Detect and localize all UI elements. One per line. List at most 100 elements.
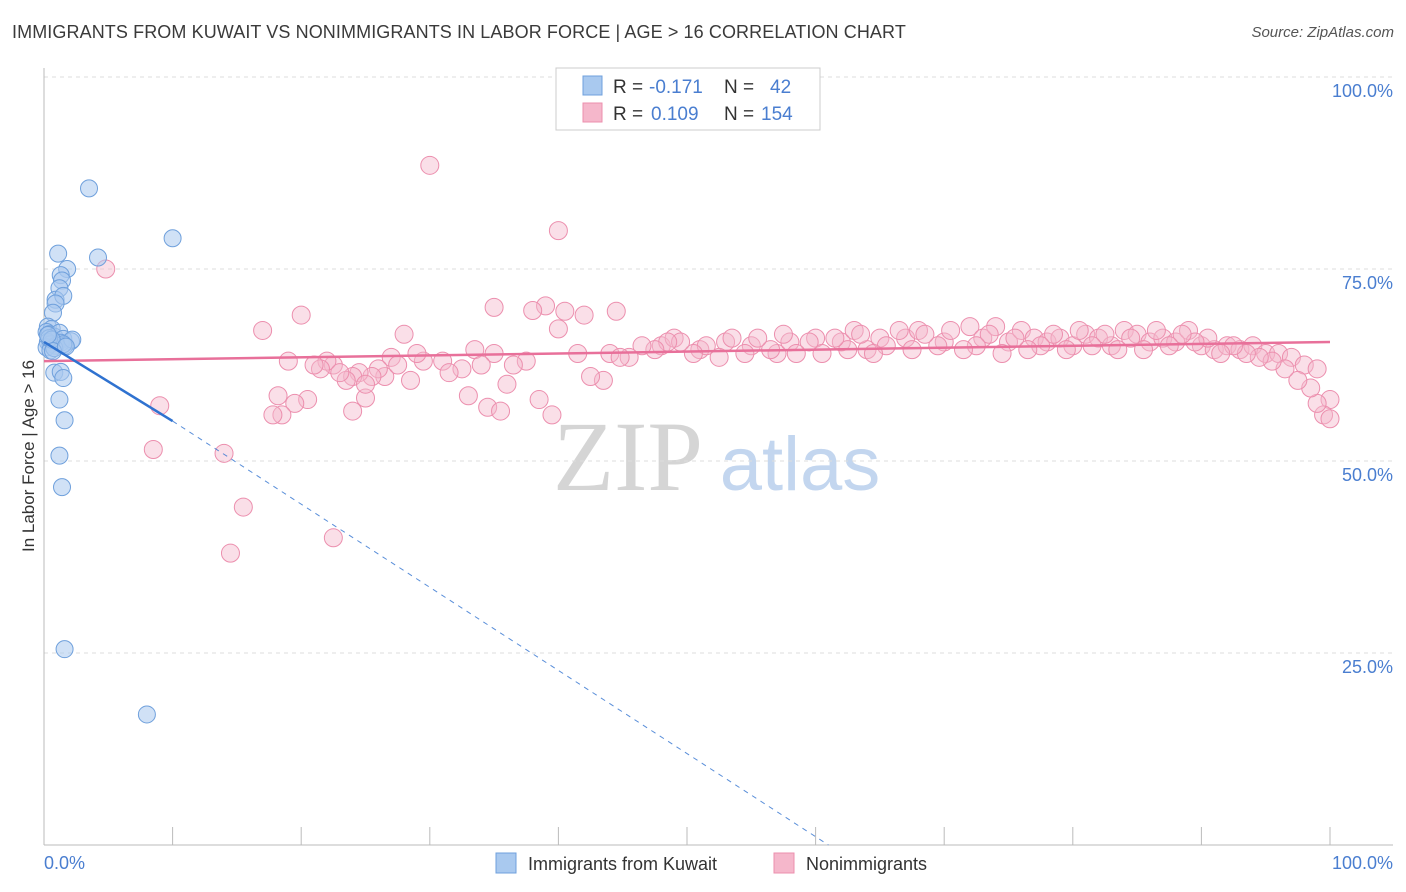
data-point-nonimmigrants <box>523 300 543 320</box>
data-point-nonimmigrants <box>709 347 729 367</box>
data-point-nonimmigrants <box>542 405 562 425</box>
data-point-nonimmigrants <box>323 528 343 548</box>
data-point-nonimmigrants <box>548 221 568 241</box>
data-point-nonimmigrants <box>1262 351 1282 371</box>
data-point-nonimmigrants <box>574 305 594 325</box>
data-point-kuwait <box>50 446 69 465</box>
data-point-nonimmigrants <box>581 367 601 387</box>
data-point-kuwait <box>50 390 69 409</box>
data-point-nonimmigrants <box>1005 328 1025 348</box>
data-point-nonimmigrants <box>401 370 421 390</box>
y-tick-label-100: 100.0% <box>1332 81 1393 101</box>
data-point-nonimmigrants <box>683 343 703 363</box>
data-point-nonimmigrants <box>220 543 240 563</box>
data-point-nonimmigrants <box>529 390 549 410</box>
data-point-nonimmigrants <box>439 363 459 383</box>
data-point-nonimmigrants <box>1140 332 1160 352</box>
data-point-nonimmigrants <box>851 324 871 344</box>
legend-n-value-2: 154 <box>761 104 793 125</box>
trend-line-nonimmigrants <box>43 340 1331 363</box>
y-tick-labels: 100.0% 75.0% 50.0% 25.0% <box>1332 81 1393 677</box>
legend-swatch-kuwait <box>582 75 603 96</box>
data-point-kuwait <box>53 478 72 497</box>
data-point-nonimmigrants <box>1320 409 1340 429</box>
data-point-nonimmigrants <box>433 351 453 371</box>
axes <box>43 68 1393 846</box>
data-point-nonimmigrants <box>610 347 630 367</box>
y-tick-label-50: 50.0% <box>1342 465 1393 485</box>
data-point-kuwait <box>49 244 68 263</box>
data-point-nonimmigrants <box>555 301 575 321</box>
data-point-nonimmigrants <box>503 355 523 375</box>
data-point-nonimmigrants <box>1056 340 1076 360</box>
data-point-nonimmigrants <box>953 340 973 360</box>
data-point-nonimmigrants <box>786 343 806 363</box>
legend-n-label-1: N = <box>724 77 754 98</box>
trend-lines <box>43 340 1331 846</box>
kuwait-points <box>37 179 182 724</box>
data-point-nonimmigrants <box>268 386 288 406</box>
data-point-nonimmigrants <box>986 317 1006 337</box>
data-point-nonimmigrants <box>491 401 511 421</box>
data-point-nonimmigrants <box>291 305 311 325</box>
data-point-nonimmigrants <box>343 401 363 421</box>
data-point-nonimmigrants <box>1146 320 1166 340</box>
data-point-nonimmigrants <box>471 355 491 375</box>
data-point-nonimmigrants <box>748 328 768 348</box>
bottom-legend-label-kuwait: Immigrants from Kuwait <box>528 854 717 874</box>
data-point-nonimmigrants <box>1153 328 1173 348</box>
data-point-nonimmigrants <box>979 324 999 344</box>
y-tick-label-75: 75.0% <box>1342 273 1393 293</box>
correlation-legend: R = -0.171 N = 42 R = 0.109 N = 154 <box>555 67 821 131</box>
data-point-nonimmigrants <box>902 340 922 360</box>
data-point-nonimmigrants <box>593 370 613 390</box>
legend-r-value-2: 0.109 <box>651 104 699 125</box>
legend-swatch-nonimmigrants <box>582 102 603 123</box>
data-point-nonimmigrants <box>452 359 472 379</box>
data-point-nonimmigrants <box>253 320 273 340</box>
legend-r-label-2: R = <box>613 104 643 125</box>
data-point-nonimmigrants <box>960 317 980 337</box>
data-point-kuwait <box>137 705 156 724</box>
data-point-nonimmigrants <box>388 355 408 375</box>
bottom-legend-swatch-nonimmigrants <box>773 852 795 874</box>
data-point-nonimmigrants <box>1159 336 1179 356</box>
legend-n-label-2: N = <box>724 104 754 125</box>
data-point-nonimmigrants <box>992 343 1012 363</box>
x-tick-label-left: 0.0% <box>44 853 85 873</box>
data-point-nonimmigrants <box>536 296 556 316</box>
legend-r-value-1: -0.171 <box>649 77 703 98</box>
watermark-atlas: atlas <box>720 422 881 507</box>
data-point-nonimmigrants <box>1121 328 1141 348</box>
data-point-nonimmigrants <box>356 388 375 408</box>
data-point-kuwait <box>38 326 57 345</box>
watermark-zip: ZIP <box>553 401 703 512</box>
data-point-nonimmigrants <box>394 324 414 344</box>
y-tick-label-25: 25.0% <box>1342 657 1393 677</box>
data-point-nonimmigrants <box>478 397 498 417</box>
data-point-nonimmigrants <box>1044 324 1064 344</box>
data-point-nonimmigrants <box>1211 343 1231 363</box>
data-point-nonimmigrants <box>420 155 440 175</box>
data-point-nonimmigrants <box>1108 340 1128 360</box>
data-point-nonimmigrants <box>336 370 356 390</box>
data-point-nonimmigrants <box>1114 320 1134 340</box>
trend-line-kuwait-extension <box>172 420 829 846</box>
data-point-nonimmigrants <box>356 374 375 394</box>
data-point-nonimmigrants <box>362 367 382 387</box>
data-point-kuwait <box>55 640 74 659</box>
bottom-legend-swatch-kuwait <box>495 852 517 874</box>
data-point-nonimmigrants <box>606 301 626 321</box>
data-point-nonimmigrants <box>825 328 845 348</box>
data-point-nonimmigrants <box>915 324 935 344</box>
data-point-kuwait <box>163 229 182 248</box>
data-point-nonimmigrants <box>278 351 298 371</box>
data-point-nonimmigrants <box>928 336 948 356</box>
data-point-nonimmigrants <box>516 351 536 371</box>
trend-line-kuwait <box>43 340 174 423</box>
data-point-nonimmigrants <box>1217 336 1237 356</box>
data-point-nonimmigrants <box>407 343 427 363</box>
nonimmigrants-points <box>96 155 1340 563</box>
data-point-nonimmigrants <box>1288 370 1308 390</box>
